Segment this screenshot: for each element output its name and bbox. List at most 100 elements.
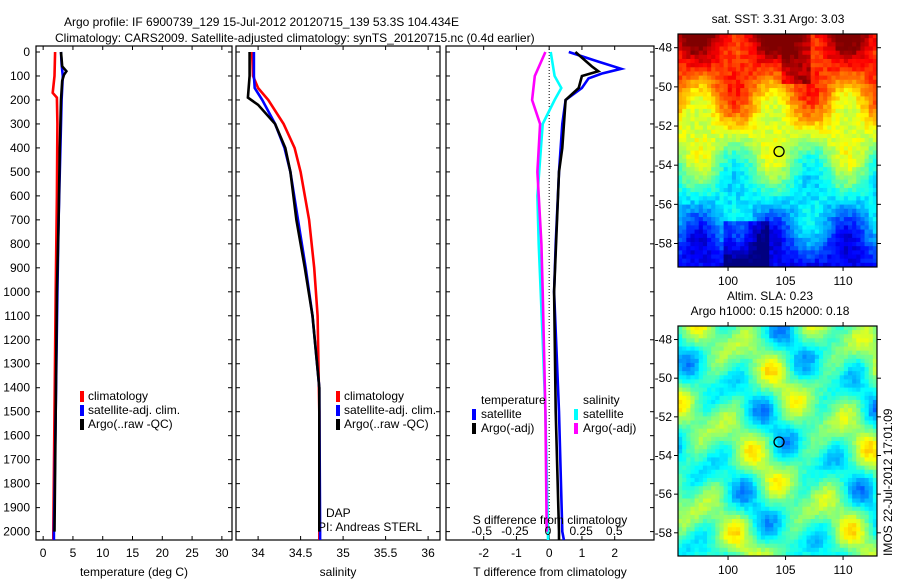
y-tick-label: 200 xyxy=(10,93,30,107)
x-tick-label: 10 xyxy=(96,546,110,560)
y-tick-label: 700 xyxy=(10,213,30,227)
y-tick-label: 1000 xyxy=(3,285,30,299)
x-tick-label: 20 xyxy=(156,546,170,560)
argo-location-marker xyxy=(773,145,785,158)
x-axis-label: salinity xyxy=(320,565,357,579)
sst-map-field xyxy=(678,34,878,268)
series-line-argo-raw-qc- xyxy=(53,51,69,532)
legend-label: Argo(-adj) xyxy=(481,421,534,435)
x-tick-label: 34 xyxy=(251,546,265,560)
legend-label: climatology xyxy=(344,389,404,403)
argo-location-marker xyxy=(773,436,785,448)
x-tick-label: 25 xyxy=(185,546,199,560)
lat-tick-label: -48 xyxy=(655,41,673,55)
legend-label: satellite xyxy=(583,407,624,421)
x-tick-label: 30 xyxy=(215,546,229,560)
x-tick-label: 35.5 xyxy=(374,546,398,560)
legend-swatch xyxy=(574,409,578,420)
map-frame xyxy=(677,33,878,268)
y-tick-label: 800 xyxy=(10,237,30,251)
legend-label: satellite-adj. clim. xyxy=(344,403,436,417)
temperature-panel xyxy=(35,45,233,541)
y-tick-label: 1800 xyxy=(3,477,30,491)
lat-tick-label: -52 xyxy=(655,410,673,424)
map-title: sat. SST: 3.31 Argo: 3.03 xyxy=(712,12,845,26)
y-tick-label: 900 xyxy=(10,261,30,275)
s-tick-label: -0.5 xyxy=(471,524,492,538)
y-tick-label: 100 xyxy=(10,69,30,83)
legend-swatch xyxy=(80,391,84,402)
lat-tick-label: -56 xyxy=(655,487,673,501)
s-tick-label: 0.5 xyxy=(606,524,623,538)
x-tick-label: 15 xyxy=(126,546,140,560)
lat-tick-label: -54 xyxy=(655,158,673,172)
y-tick-label: 1100 xyxy=(4,309,30,323)
legend-swatch xyxy=(574,423,578,434)
lon-tick-label: 100 xyxy=(718,274,738,288)
lat-tick-label: -54 xyxy=(655,448,673,462)
y-tick-label: 400 xyxy=(10,141,30,155)
x-axis-label: T difference from climatology xyxy=(473,565,627,579)
legend-swatch xyxy=(472,409,476,420)
figure-title-line1: Argo profile: IF 6900739_129 15-Jul-2012… xyxy=(64,15,459,29)
legend-header-salinity: salinity xyxy=(583,393,620,407)
s-axis-label: S difference from climatology xyxy=(473,513,628,527)
x-tick-label: -1 xyxy=(511,546,522,560)
y-tick-label: 300 xyxy=(10,117,30,131)
y-tick-label: 500 xyxy=(10,165,30,179)
y-tick-label: 600 xyxy=(10,189,30,203)
lat-tick-label: -52 xyxy=(655,119,673,133)
figure-title-line2: Climatology: CARS2009. Satellite-adjuste… xyxy=(55,31,535,45)
lat-tick-label: -58 xyxy=(655,526,673,540)
map-subtitle: Argo h1000: 0.15 h2000: 0.18 xyxy=(691,304,850,318)
legend-label: satellite-adj. clim. xyxy=(88,403,180,417)
map-title: Altim. SLA: 0.23 xyxy=(727,289,813,303)
legend-swatch xyxy=(336,391,340,402)
lon-tick-label: 100 xyxy=(718,563,738,577)
s-tick-label: 0.25 xyxy=(569,524,593,538)
y-tick-label: 1400 xyxy=(3,381,30,395)
map-frame xyxy=(677,325,878,557)
salinity-panel xyxy=(235,45,441,541)
x-tick-label: 2 xyxy=(611,546,618,560)
x-tick-label: -2 xyxy=(478,546,489,560)
y-tick-label: 1600 xyxy=(3,429,30,443)
x-tick-label: 35 xyxy=(336,546,350,560)
legend-swatch xyxy=(80,419,84,430)
y-tick-label: 0 xyxy=(23,45,30,59)
x-tick-label: 36 xyxy=(421,546,435,560)
legend-label: climatology xyxy=(88,389,148,403)
x-tick-label: 5 xyxy=(70,546,77,560)
lat-tick-label: -50 xyxy=(655,371,673,385)
y-tick-label: 1300 xyxy=(3,357,30,371)
legend-label: Argo(..raw -QC) xyxy=(344,417,429,431)
temperature-axes-box xyxy=(35,45,233,541)
x-tick-label: 0 xyxy=(546,546,553,560)
x-tick-label: 34.5 xyxy=(289,546,313,560)
x-axis-label: temperature (deg C) xyxy=(80,565,188,579)
s-tick-label: 0 xyxy=(545,524,552,538)
legend-label: Argo(-adj) xyxy=(583,421,636,435)
legend-header-temperature: temperature xyxy=(481,393,546,407)
y-tick-label: 1200 xyxy=(3,333,30,347)
salinity-axes-box xyxy=(235,45,441,541)
sst-map-panel xyxy=(674,30,881,271)
legend-swatch xyxy=(472,423,476,434)
pi-label: PI: Andreas STERL xyxy=(318,520,422,534)
series-line-argo-raw-qc- xyxy=(246,52,321,532)
sla-map-panel xyxy=(674,322,881,560)
legend-label: satellite xyxy=(481,407,522,421)
series-line-t-argo-adj- xyxy=(552,51,602,540)
legend-label: Argo(..raw -QC) xyxy=(88,417,173,431)
series-line-s-argo-adj- xyxy=(530,51,548,532)
lat-tick-label: -56 xyxy=(655,197,673,211)
lat-tick-label: -58 xyxy=(655,237,673,251)
x-tick-label: 1 xyxy=(579,546,586,560)
sla-map-field xyxy=(678,326,878,557)
legend-swatch xyxy=(336,419,340,430)
lon-tick-label: 110 xyxy=(833,563,852,577)
dap-label: DAP xyxy=(326,506,351,520)
y-tick-label: 1700 xyxy=(3,453,30,467)
s-tick-label: -0.25 xyxy=(501,524,529,538)
